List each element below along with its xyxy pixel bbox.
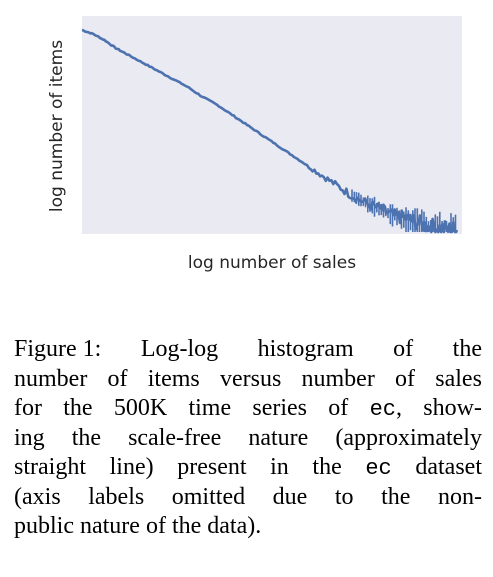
- tail-noise-marks: [351, 189, 457, 232]
- figure-caption: Figure 1: Log-log histogram of the number of it…: [14, 335, 482, 542]
- caption-word: line): [109, 454, 154, 480]
- caption-word: ing: [14, 424, 45, 451]
- caption-word: Log-log: [140, 336, 219, 362]
- caption-line: public nature of the data).: [14, 512, 482, 542]
- caption-word: of: [328, 395, 349, 421]
- plot-area-background: [82, 16, 462, 234]
- caption-word: due: [272, 483, 308, 510]
- caption-word: number: [301, 365, 375, 392]
- caption-word: the: [312, 454, 342, 480]
- caption-word: of: [107, 365, 128, 392]
- caption-word: items: [147, 365, 200, 392]
- caption-word: present: [177, 454, 247, 480]
- caption-word: dataset: [415, 454, 482, 480]
- caption-word: 500K: [113, 395, 168, 421]
- caption-word: sales: [435, 365, 482, 392]
- caption-word: non-: [438, 483, 482, 510]
- caption-word: ec,: [369, 395, 402, 422]
- caption-word: the: [63, 395, 93, 421]
- caption-word: the: [381, 483, 411, 510]
- caption-line: ing the scale-free nature (approximately: [14, 424, 482, 454]
- caption-word: (approximately: [335, 424, 482, 451]
- caption-word: for: [14, 395, 42, 421]
- caption-word: labels: [88, 483, 145, 510]
- caption-word: the: [452, 336, 482, 362]
- caption-line: (axis labels omitted due to the non-: [14, 483, 482, 513]
- caption-word: in: [270, 454, 289, 480]
- caption-word: scale-free: [128, 424, 222, 451]
- caption-word: number: [14, 365, 88, 392]
- caption-word: ec: [365, 456, 392, 481]
- caption-line: number of items versus number of sales: [14, 365, 482, 395]
- caption-word: versus: [219, 365, 282, 392]
- caption-line: straight line) present in the ec dataset: [14, 453, 482, 483]
- caption-word: (axis: [14, 483, 61, 510]
- caption-word: public nature of the data).: [14, 513, 262, 539]
- caption-word: Figure 1:: [14, 336, 102, 362]
- caption-word: of: [393, 336, 414, 362]
- caption-word: the: [71, 424, 102, 451]
- caption-word: time: [188, 395, 232, 421]
- caption-word: nature: [248, 424, 309, 451]
- log-log-histogram-chart: log number of sales log number of items: [47, 16, 462, 273]
- caption-line: for the 500K time series of ec, show-: [14, 394, 482, 424]
- figure-1: log number of sales log number of items: [47, 16, 462, 273]
- caption-word: histogram: [257, 336, 354, 362]
- y-axis-label: log number of items: [47, 40, 67, 212]
- caption-word: series: [252, 395, 308, 421]
- caption-word: of: [395, 365, 416, 392]
- caption-word: show-: [423, 395, 482, 421]
- caption-word: to: [334, 483, 354, 510]
- x-axis-label: log number of sales: [188, 253, 356, 273]
- caption-word: straight: [14, 454, 86, 480]
- caption-word: omitted: [171, 483, 246, 510]
- caption-line: Figure 1: Log-log histogram of the: [14, 335, 482, 365]
